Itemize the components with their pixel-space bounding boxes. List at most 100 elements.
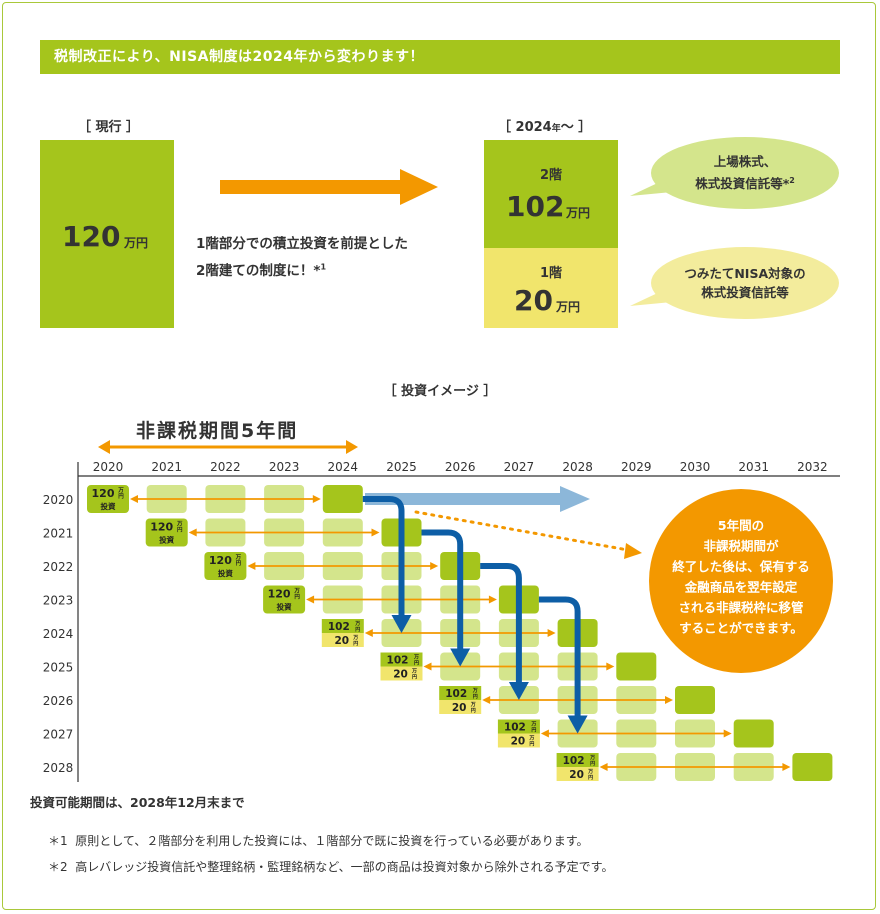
footnote-1: ＊1 原則として、２階部分を利用した投資には、１階部分で既に投資を行っている必要… bbox=[48, 832, 589, 849]
tag-unit-man: 万 bbox=[354, 620, 360, 627]
floor2-amount: 102 bbox=[506, 190, 565, 223]
tag-120-amount: 120 bbox=[92, 487, 115, 500]
period-line-right-head bbox=[547, 629, 556, 637]
tag-unit-man: 万 bbox=[411, 668, 417, 675]
tag-unit-en: 円 bbox=[471, 707, 476, 714]
rollover-arrow bbox=[421, 529, 464, 651]
info-circle bbox=[649, 489, 833, 673]
speech-bubbles bbox=[630, 137, 839, 319]
period-line-right-head bbox=[665, 696, 673, 704]
tag-unit-en: 円 bbox=[531, 727, 536, 734]
tag-120-box bbox=[263, 585, 306, 614]
row-label: 2022 bbox=[43, 560, 74, 574]
row-label: 2028 bbox=[43, 761, 74, 775]
period-line-left-head bbox=[540, 729, 549, 738]
bubble-lower-line1: つみたてNISA対象の bbox=[684, 266, 806, 281]
period-line-right-head bbox=[606, 662, 615, 671]
info-circle-line: 5年間の bbox=[718, 518, 764, 533]
footnote-1-mark: ＊1 bbox=[48, 834, 68, 848]
footnote-2-mark: ＊2 bbox=[48, 860, 68, 874]
tag-unit-en: 円 bbox=[177, 527, 183, 534]
year-label: 2025 bbox=[386, 460, 417, 474]
tag-120-box bbox=[87, 485, 129, 513]
tag-102-amount: 102 bbox=[445, 688, 467, 700]
period-line-right-head bbox=[488, 595, 497, 604]
dotted-pointer-head bbox=[624, 543, 642, 559]
transition-arrow bbox=[220, 169, 438, 205]
period-arrow-left-head bbox=[98, 440, 110, 454]
tag-20-amount: 20 bbox=[452, 702, 467, 714]
year-label: 2020 bbox=[93, 460, 124, 474]
tag-102-box bbox=[321, 619, 364, 633]
arrow-text-note-mark: 1 bbox=[320, 262, 327, 272]
holding-cell bbox=[616, 652, 657, 681]
year-label: 2027 bbox=[504, 460, 535, 474]
floor2-box: 2階 102 万円 bbox=[484, 140, 618, 248]
period-line-right-head bbox=[430, 562, 439, 570]
tag-20-amount: 20 bbox=[334, 635, 349, 647]
rollover-arrow bbox=[362, 496, 405, 617]
year-label: 2026 bbox=[445, 460, 476, 474]
holding-cell bbox=[675, 686, 715, 714]
holding-cell bbox=[322, 485, 363, 513]
row-label: 2025 bbox=[43, 661, 74, 675]
period-line-left-head bbox=[130, 495, 138, 503]
tag-20-box bbox=[497, 733, 540, 748]
holding-cell bbox=[792, 753, 833, 781]
floor2-label: 2階 bbox=[539, 168, 563, 183]
tag-unit-en: 円 bbox=[473, 693, 478, 700]
year-label: 2021 bbox=[151, 460, 182, 474]
tag-120-amount: 120 bbox=[209, 554, 232, 567]
tag-102-box bbox=[380, 652, 423, 667]
bubble-upper-line2: 株式投資信託等*2 bbox=[695, 171, 795, 193]
rollover-arrow-head bbox=[567, 715, 588, 734]
tag-unit-en: 円 bbox=[414, 660, 419, 667]
period-line-right-head bbox=[371, 528, 380, 537]
info-circle-line: することができます。 bbox=[679, 621, 803, 636]
new-label: ［ 2024年〜 ］ bbox=[498, 116, 591, 135]
tag-unit-en: 円 bbox=[590, 760, 595, 767]
period-arrow-right-head bbox=[346, 440, 358, 454]
floor1-unit: 万円 bbox=[556, 300, 581, 314]
current-unit: 万円 bbox=[124, 236, 149, 250]
dotted-pointer-line bbox=[414, 510, 630, 552]
bubble-upper-line1: 上場株式、 bbox=[713, 154, 777, 170]
tag-20-amount: 20 bbox=[569, 769, 584, 781]
tag-120-box bbox=[204, 552, 247, 580]
tag-unit-en: 円 bbox=[236, 560, 242, 567]
bubble-lower-line2: 株式投資信託等 bbox=[701, 285, 789, 300]
tag-20-amount: 20 bbox=[511, 736, 526, 748]
tag-unit-man: 万 bbox=[587, 768, 593, 775]
tag-unit-man: 万 bbox=[528, 735, 534, 742]
year-label: 2031 bbox=[738, 460, 769, 474]
tag-invest: 投資 bbox=[277, 602, 292, 612]
period-line-left-head bbox=[306, 595, 315, 604]
header-title: 税制改正により、NISA制度は2024年から変わります！ bbox=[40, 40, 840, 74]
row-label: 2024 bbox=[43, 627, 74, 641]
new-label-prefix: ［ 2024 bbox=[498, 120, 552, 135]
period-line-left-head bbox=[188, 528, 197, 537]
tag-unit-man: 万 bbox=[530, 721, 536, 728]
tag-120-amount: 120 bbox=[150, 521, 173, 534]
rollover-arrow bbox=[538, 596, 581, 718]
tag-unit-man: 万 bbox=[235, 554, 242, 561]
tag-invest: 投資 bbox=[218, 568, 233, 578]
bubble-upper: 上場株式、 株式投資信託等*2 bbox=[660, 146, 830, 200]
tag-unit-man: 万 bbox=[470, 701, 476, 708]
year-label: 2030 bbox=[680, 460, 711, 474]
period-line-left-head bbox=[482, 696, 491, 704]
arrow-text-line2: 2階建ての制度に！*1 bbox=[196, 259, 327, 280]
footnote-2: ＊2 高レバレッジ投資信託や整理銘柄・監理銘柄など、一部の商品は投資対象から除外… bbox=[48, 858, 614, 875]
row-label: 2023 bbox=[43, 594, 74, 608]
info-circle-line: される非課税枠に移管 bbox=[678, 600, 803, 615]
new-label-suffix: 〜 ］ bbox=[560, 120, 592, 135]
tag-120-amount: 120 bbox=[268, 588, 291, 601]
image-title: ［ 投資イメージ ］ bbox=[383, 384, 497, 399]
year-label: 2028 bbox=[562, 460, 593, 474]
tag-120-box bbox=[145, 518, 188, 547]
footnote-1-text: 原則として、２階部分を利用した投資には、１階部分で既に投資を行っている必要があり… bbox=[75, 834, 589, 848]
floor2-unit: 万円 bbox=[566, 206, 591, 220]
tag-102-amount: 102 bbox=[504, 722, 526, 734]
info-circle-line: 終了した後は、保有する bbox=[672, 559, 810, 574]
